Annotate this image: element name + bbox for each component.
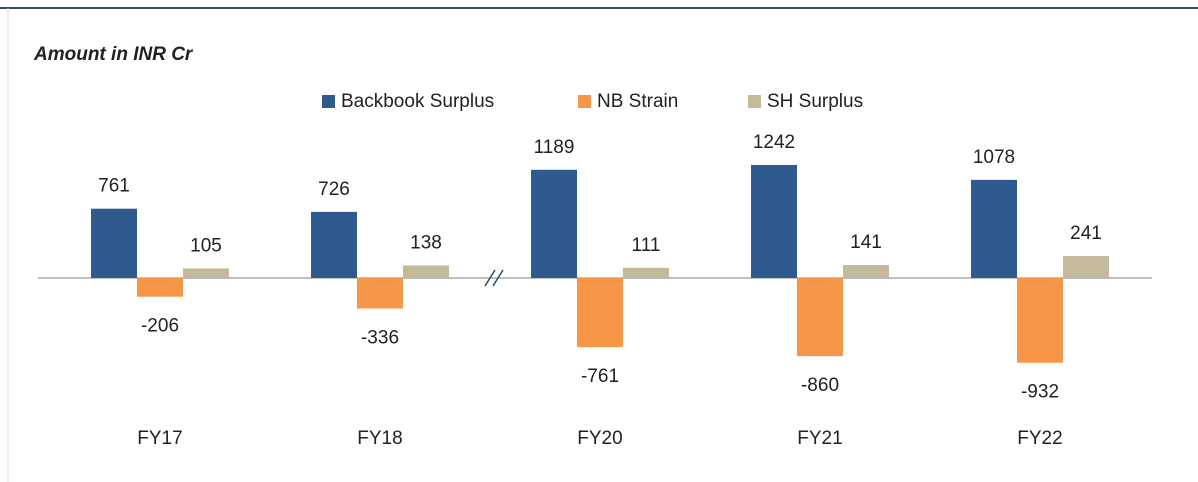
legend-swatch [578,95,591,108]
bar [183,268,229,278]
x-tick-label: FY17 [137,428,182,449]
bar [91,208,137,278]
bar [751,164,797,278]
bar [357,277,403,309]
legend-label: SH Surplus [767,91,863,112]
legend-label: Backbook Surplus [341,91,494,112]
value-label: -336 [361,328,399,349]
bar [403,265,449,278]
value-label: 138 [410,232,442,253]
value-label: 111 [632,235,661,256]
value-label: -761 [581,366,619,387]
value-label: 1078 [973,147,1015,168]
x-tick-label: FY21 [797,428,842,449]
legend-swatch [322,95,335,108]
value-label: 241 [1070,223,1102,244]
axis-break [484,269,504,287]
bar [1063,256,1109,278]
bar [137,277,183,297]
x-tick-label: FY20 [577,428,622,449]
value-label: 105 [190,235,222,256]
value-label: -860 [801,375,839,396]
x-tick-label: FY18 [357,428,402,449]
legend-label: NB Strain [597,91,678,112]
bar [1017,277,1063,363]
value-label: 761 [98,176,130,197]
value-label: 1242 [753,132,795,153]
value-label: 1189 [534,137,575,158]
x-tick-label: FY22 [1017,428,1062,449]
bar [531,169,577,278]
value-label: 141 [850,232,882,253]
bar [971,179,1017,278]
bar [797,277,843,357]
legend-swatch [748,95,761,108]
value-label: -932 [1021,382,1059,403]
bar [577,277,623,348]
bar [311,211,357,278]
chart-title: Amount in INR Cr [33,44,194,65]
bar [623,267,669,278]
value-label: 726 [318,179,350,200]
bar [843,265,889,278]
value-label: -206 [141,316,179,337]
